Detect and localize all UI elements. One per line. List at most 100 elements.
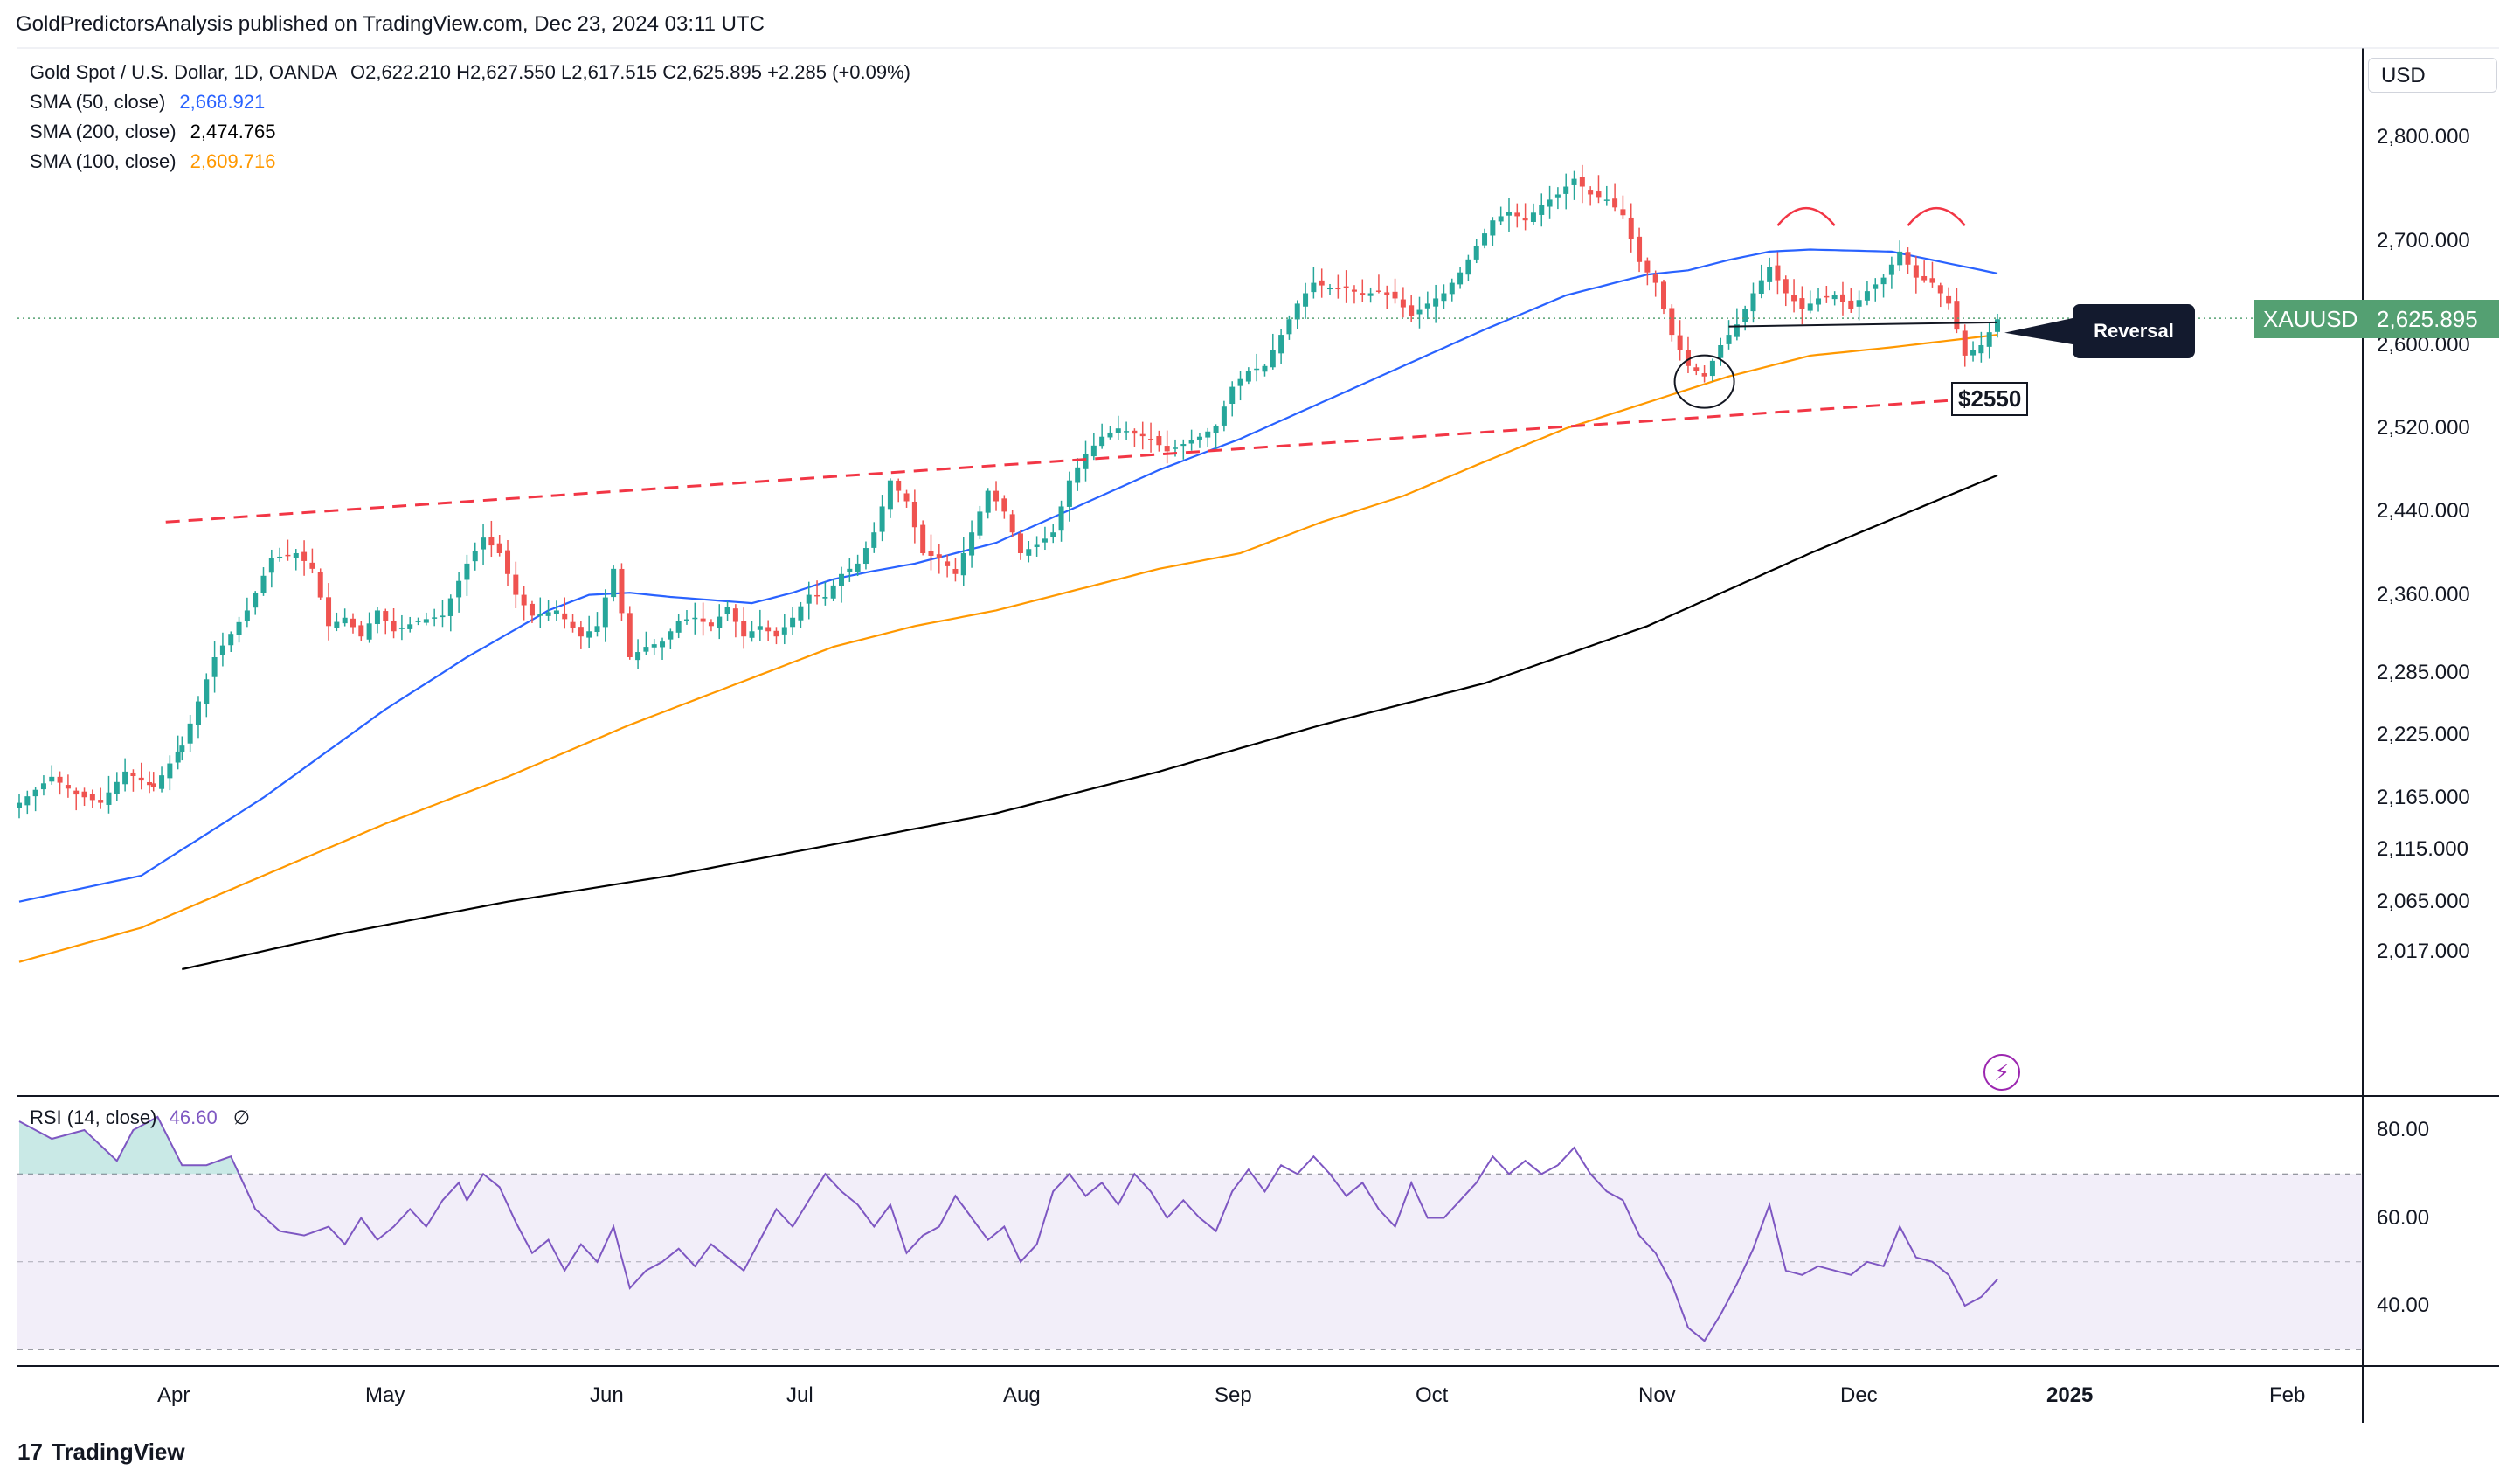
candle-body [187, 723, 193, 744]
candle-body [1962, 330, 1968, 356]
rsi-line [18, 1115, 1998, 1342]
candle-body [1824, 295, 1830, 298]
currency-selector[interactable]: USD [2368, 58, 2497, 93]
candle-body [1139, 433, 1146, 437]
price-tick-label: 2,065.000 [2377, 889, 2470, 913]
left-shoulder-arc [1776, 206, 1836, 226]
lightning-icon[interactable]: ⚡ [1983, 1054, 2020, 1091]
candle-body [732, 608, 738, 622]
candle-body [1229, 386, 1236, 405]
candle-body [1685, 350, 1691, 366]
candle-body [1465, 259, 1471, 275]
symbol-line: Gold Spot / U.S. Dollar, 1D, OANDA [30, 61, 336, 83]
candle-body [398, 628, 405, 629]
candle-body [293, 553, 299, 558]
candle-body [1547, 199, 1553, 207]
candle-body [1319, 280, 1325, 286]
candle-body [317, 572, 323, 598]
candle-body [1001, 498, 1007, 512]
candle-body [1172, 447, 1178, 449]
candle-body [1612, 198, 1618, 208]
rsi-overbought-fill [19, 1116, 256, 1175]
candle-body [1831, 295, 1838, 300]
candle-body [1530, 212, 1536, 222]
candle-body [993, 490, 1000, 502]
candle-body [668, 631, 674, 640]
symbol-legend[interactable]: Gold Spot / U.S. Dollar, 1D, OANDA O2,62… [30, 61, 910, 84]
candle-body [1946, 295, 1952, 304]
candle-body [985, 490, 991, 513]
candle-body [1205, 431, 1211, 438]
candle-body [1351, 289, 1357, 292]
candle-body [952, 568, 959, 574]
candle-body [537, 614, 543, 616]
candle-body [73, 790, 80, 795]
candle-body [236, 621, 242, 635]
tradingview-brand[interactable]: 17 TradingView [17, 1439, 185, 1466]
candle-body [862, 548, 869, 565]
candle-body [1652, 274, 1658, 283]
candle-body [1701, 373, 1707, 377]
candle-body [309, 562, 315, 569]
candle-body [683, 619, 689, 621]
time-tick-label: Aug [1003, 1383, 1041, 1407]
candle-body [1213, 426, 1219, 433]
candle-body [643, 647, 649, 652]
candle-body [415, 621, 421, 622]
candle-body [1115, 428, 1121, 433]
candle-body [40, 783, 46, 790]
candle-body [1009, 514, 1015, 533]
candle-body [1294, 303, 1300, 320]
time-tick-label: Oct [1416, 1383, 1449, 1407]
candle-body [969, 532, 975, 556]
candle-body [814, 594, 820, 597]
reversal-arrow [2004, 318, 2073, 344]
rsi-legend[interactable]: RSI (14, close) 46.60 ∅ [30, 1106, 250, 1129]
candle-body [1816, 298, 1822, 305]
candle-body [1400, 299, 1406, 308]
candle-body [1995, 319, 2000, 332]
candle-body [708, 622, 714, 627]
candle-body [456, 580, 462, 598]
rsi-tick-label: 80.00 [2377, 1118, 2430, 1141]
candle-body [1734, 324, 1740, 337]
time-tick-label: Apr [157, 1383, 190, 1407]
candle-body [1767, 267, 1773, 282]
candle-body [1937, 285, 1943, 294]
candle-body [24, 796, 31, 806]
candles [17, 164, 2000, 819]
candle-body [1286, 319, 1292, 335]
candle-body [1873, 284, 1879, 289]
sma50-legend[interactable]: SMA (50, close) 2,668.921 [30, 91, 265, 114]
candle-body [1718, 345, 1724, 358]
candle-body [481, 537, 487, 550]
candle-body [374, 610, 380, 625]
candle-body [228, 634, 234, 646]
candle-body [936, 554, 942, 558]
candle-body [1514, 212, 1520, 217]
sma50-line [18, 248, 1998, 903]
sma200-legend[interactable]: SMA (200, close) 2,474.765 [30, 121, 276, 143]
sma200-value: 2,474.765 [190, 121, 276, 142]
candle-body [822, 596, 828, 599]
candle-body [464, 563, 470, 580]
candle-body [65, 785, 71, 789]
candle-body [1090, 445, 1097, 457]
candle-body [1563, 186, 1569, 194]
sma100-legend[interactable]: SMA (100, close) 2,609.716 [30, 150, 276, 173]
candle-body [757, 626, 763, 630]
candle-body [1506, 212, 1512, 216]
candle-body [1050, 532, 1056, 537]
candle-body [447, 598, 453, 616]
candle-body [594, 626, 600, 632]
candle-body [472, 551, 478, 562]
candle-body [513, 574, 519, 595]
candle-body [1986, 332, 1992, 347]
candle-body [204, 679, 210, 704]
candle-body [342, 617, 348, 624]
candle-body [1603, 199, 1610, 201]
candle-body [839, 573, 845, 586]
candle-body [350, 618, 356, 628]
time-tick-label: May [365, 1383, 405, 1407]
